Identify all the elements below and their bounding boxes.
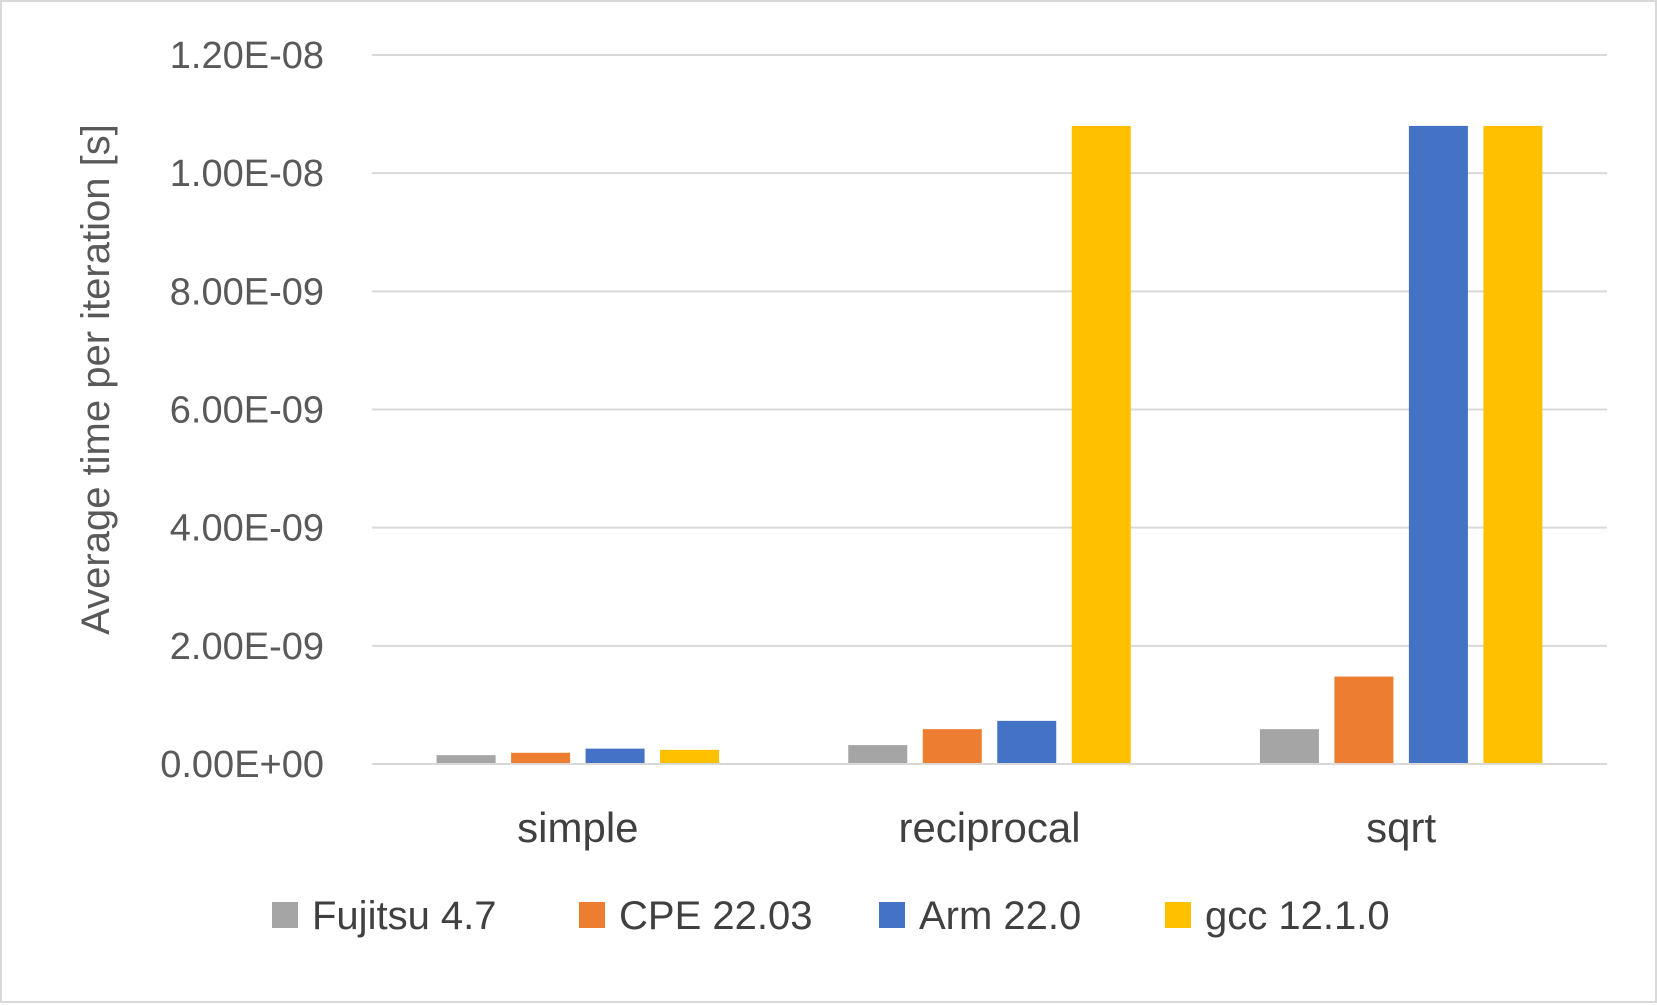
legend-swatch [272, 902, 298, 928]
bar-sqrt-2 [1408, 125, 1468, 764]
bar-reciprocal-3 [1071, 125, 1131, 764]
gridlines [372, 54, 1607, 647]
bar-reciprocal-0 [848, 745, 908, 764]
legend-swatch [879, 902, 905, 928]
legend-label: Fujitsu 4.7 [312, 894, 497, 938]
y-axis-tick-labels: 0.00E+00 2.00E-09 4.00E-09 6.00E-09 8.00E-09… [160, 35, 324, 786]
legend-swatch [1165, 902, 1191, 928]
legend: Fujitsu 4.7 CPE 22.03 Arm 22.0 gcc 12.1.0 [272, 894, 1390, 938]
y-tick-label: 2.00E-09 [170, 626, 324, 668]
bar-simple-0 [436, 755, 496, 764]
legend-label: gcc 12.1.0 [1205, 894, 1390, 938]
bar-simple-2 [585, 748, 645, 764]
y-tick-label: 4.00E-09 [170, 508, 324, 550]
x-category-label: reciprocal [898, 804, 1080, 851]
y-axis-title: Average time per iteration [s] [74, 124, 118, 635]
bar-simple-1 [511, 752, 571, 764]
y-tick-label: 6.00E-09 [170, 390, 324, 432]
legend-label: CPE 22.03 [619, 894, 812, 938]
y-tick-label: 0.00E+00 [160, 744, 324, 786]
x-category-label: sqrt [1366, 804, 1436, 851]
bar-sqrt-3 [1483, 125, 1543, 764]
legend-swatch [579, 902, 605, 928]
y-tick-label: 1.20E-08 [170, 35, 324, 77]
bar-reciprocal-2 [997, 720, 1057, 764]
y-tick-label: 1.00E-08 [170, 153, 324, 195]
bar-sqrt-1 [1334, 676, 1394, 764]
bar-sqrt-0 [1259, 729, 1319, 764]
legend-label: Arm 22.0 [919, 894, 1081, 938]
bar-reciprocal-1 [922, 729, 982, 764]
bars [436, 125, 1543, 764]
x-category-label: simple [517, 804, 638, 851]
y-tick-label: 8.00E-09 [170, 271, 324, 313]
bar-simple-3 [660, 749, 720, 764]
x-axis-category-labels: simple reciprocal sqrt [517, 804, 1436, 851]
